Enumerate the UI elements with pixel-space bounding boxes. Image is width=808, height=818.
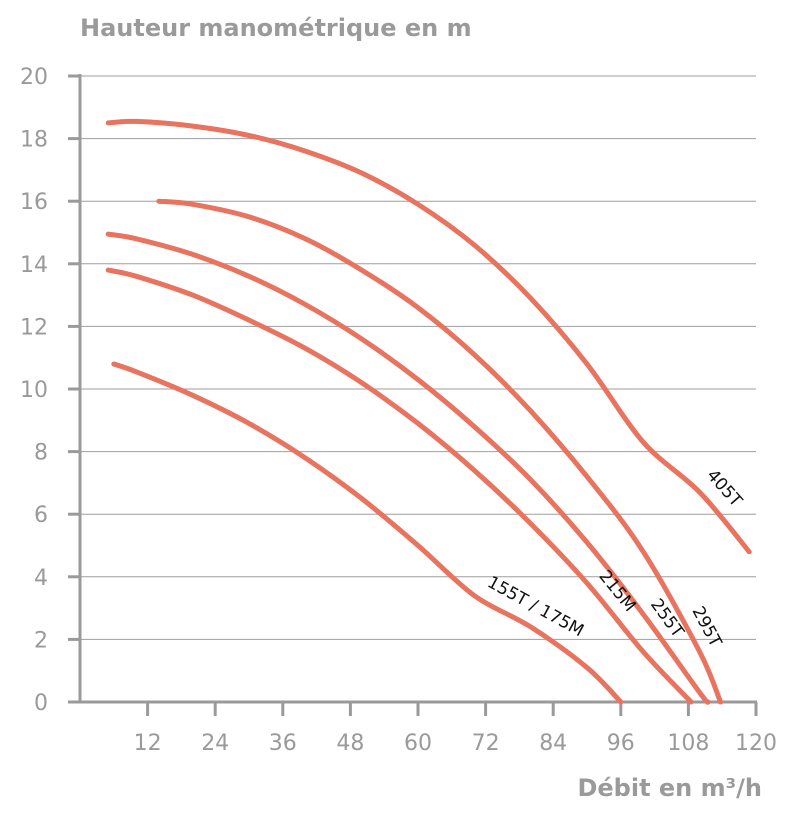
x-tick-label: 108 xyxy=(667,731,709,756)
y-tick-label: 2 xyxy=(34,628,48,653)
grid-lines xyxy=(80,75,756,640)
y-axis-title: Hauteur manométrique en m xyxy=(80,14,472,42)
curve-label: 215M xyxy=(594,567,639,616)
x-tick-label: 72 xyxy=(472,731,500,756)
x-tick-label: 48 xyxy=(336,731,364,756)
y-tick-label: 0 xyxy=(34,691,48,716)
y-tick-label: 12 xyxy=(20,315,48,340)
x-tick-label: 84 xyxy=(539,731,567,756)
y-tick-label: 6 xyxy=(34,503,48,528)
x-tick-label: 96 xyxy=(607,731,635,756)
y-tick-label: 16 xyxy=(20,190,48,215)
curves xyxy=(105,118,752,705)
x-tick-label: 12 xyxy=(134,731,162,756)
axes xyxy=(68,74,758,716)
curve-405t xyxy=(105,118,752,555)
x-tick-label: 36 xyxy=(269,731,297,756)
y-tick-label: 10 xyxy=(20,378,48,403)
curve-255t xyxy=(105,231,711,705)
curve-155t-175m xyxy=(111,361,624,705)
curve-215m xyxy=(105,267,694,705)
curve-295t xyxy=(156,198,723,705)
x-tick-label: 120 xyxy=(735,731,777,756)
y-tick-label: 20 xyxy=(20,65,48,90)
y-tick-label: 18 xyxy=(20,128,48,153)
y-tick-label: 14 xyxy=(20,253,48,278)
x-tick-label: 60 xyxy=(404,731,432,756)
x-tick-label: 24 xyxy=(201,731,229,756)
y-tick-label: 8 xyxy=(34,441,48,466)
x-axis-title: Débit en m³/h xyxy=(577,774,762,802)
y-tick-label: 4 xyxy=(34,566,48,591)
